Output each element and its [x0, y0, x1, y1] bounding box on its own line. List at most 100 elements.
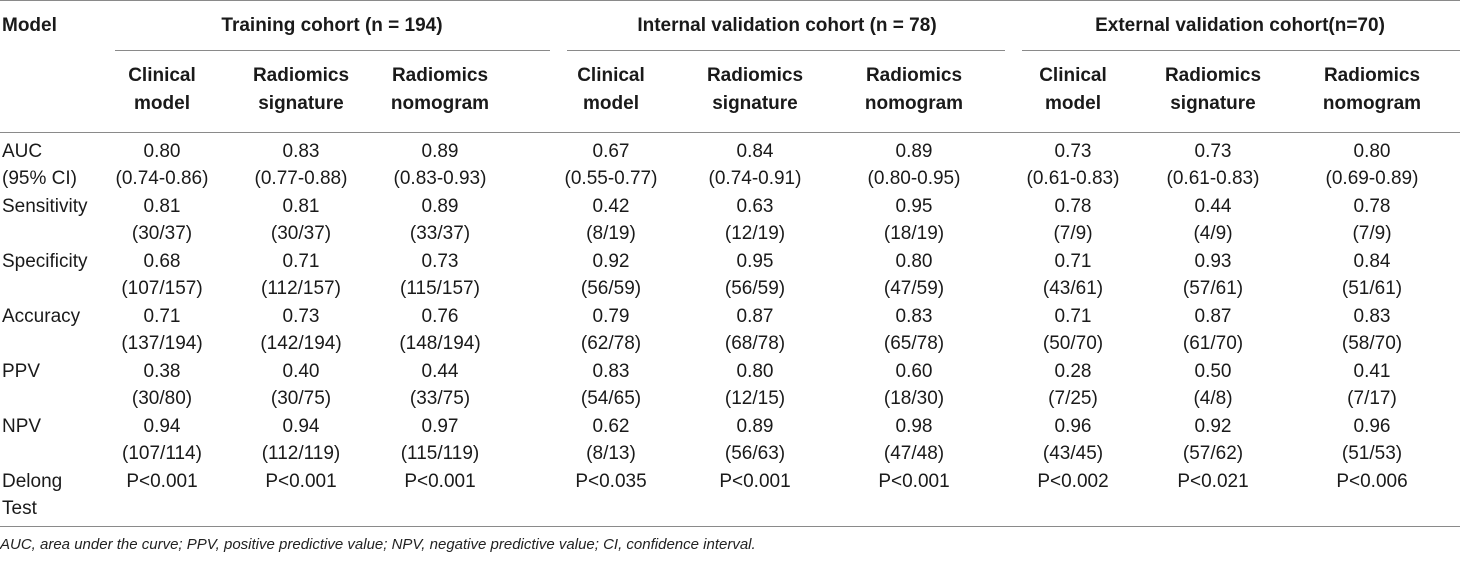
table-cell-value: P<0.001 [404, 471, 476, 492]
table-cell-detail: (137/194) [121, 333, 203, 354]
table-cell-value: 0.80 [736, 361, 774, 382]
table-cell-value: 0.42 [592, 196, 630, 217]
row-label-sub: Test [2, 498, 37, 519]
table-cell-detail: (50/70) [1042, 333, 1104, 354]
subcolumn-header-line2: model [134, 93, 190, 114]
subcolumn-header-line1: Radiomics [1323, 65, 1421, 86]
table-cell-detail: (0.83-0.93) [393, 168, 487, 189]
subcolumn-header-line2: signature [712, 93, 798, 114]
table-cell-value: 0.96 [1054, 416, 1092, 437]
table-cell-detail: (7/17) [1347, 388, 1397, 409]
row-label: Delong [2, 471, 63, 492]
table-cell-detail: (51/53) [1341, 443, 1403, 464]
table-cell-detail: (51/61) [1341, 278, 1403, 299]
table-cell-value: 0.95 [736, 251, 774, 272]
table-cell-detail: (33/37) [409, 223, 471, 244]
table-cell-detail: (115/119) [400, 443, 480, 464]
table-cell-value: 0.98 [895, 416, 933, 437]
table-cell-value: 0.73 [1054, 141, 1092, 162]
table-cell-value: 0.87 [1194, 306, 1232, 327]
table-cell-value: 0.83 [1353, 306, 1391, 327]
cohort-group-title: External validation cohort(n=70) [1095, 15, 1385, 36]
table-cell-detail: (57/61) [1182, 278, 1244, 299]
table-cell-detail: (47/48) [883, 443, 945, 464]
table-cell-value: 0.71 [1054, 251, 1092, 272]
table-cell-detail: (8/19) [586, 223, 636, 244]
table-cell-value: 0.62 [592, 416, 630, 437]
table-cell-value: P<0.002 [1037, 471, 1109, 492]
row-label: Accuracy [2, 306, 81, 327]
table-bottom-rule [0, 526, 1460, 527]
group-underline [567, 50, 1005, 51]
table-cell-value: 0.78 [1353, 196, 1391, 217]
table-cell-detail: (47/59) [883, 278, 945, 299]
table-cell-value: P<0.001 [878, 471, 950, 492]
table-cell-value: 0.71 [282, 251, 320, 272]
table-cell-detail: (12/19) [724, 223, 786, 244]
table-cell-value: P<0.035 [575, 471, 647, 492]
table-cell-value: P<0.006 [1336, 471, 1408, 492]
table-cell-value: 0.60 [895, 361, 933, 382]
table-cell-value: 0.73 [1194, 141, 1232, 162]
row-label: Sensitivity [2, 196, 88, 217]
table-cell-value: 0.92 [1194, 416, 1232, 437]
table-cell-value: P<0.001 [126, 471, 198, 492]
subcolumn-header-line1: Radiomics [706, 65, 804, 86]
table-cell-value: 0.40 [282, 361, 320, 382]
table-cell-value: 0.89 [895, 141, 933, 162]
table-cell-detail: (0.77-0.88) [254, 168, 348, 189]
table-cell-value: P<0.021 [1177, 471, 1249, 492]
table-cell-detail: (18/19) [883, 223, 945, 244]
subcolumn-header-line1: Radiomics [252, 65, 350, 86]
table-cell-detail: (0.61-0.83) [1166, 168, 1260, 189]
table-cell-detail: (56/59) [580, 278, 642, 299]
table-cell-value: 0.81 [282, 196, 320, 217]
table-cell-detail: (61/70) [1182, 333, 1244, 354]
table-cell-detail: (68/78) [724, 333, 786, 354]
table-top-rule [0, 0, 1460, 1]
table-cell-value: 0.81 [143, 196, 181, 217]
table-cell-value: 0.94 [143, 416, 181, 437]
table-cell-detail: (7/9) [1053, 223, 1093, 244]
table-cell-detail: (112/119) [261, 443, 341, 464]
subcolumn-header-line2: signature [1170, 93, 1256, 114]
table-cell-detail: (148/194) [399, 333, 481, 354]
table-cell-detail: (0.74-0.86) [115, 168, 209, 189]
table-cell-value: 0.67 [592, 141, 630, 162]
table-cell-value: 0.92 [592, 251, 630, 272]
model-header: Model [2, 15, 57, 36]
table-cell-detail: (33/75) [409, 388, 471, 409]
subcolumn-header-line1: Clinical [577, 65, 645, 86]
table-cell-value: 0.89 [736, 416, 774, 437]
subcolumn-header-line1: Radiomics [391, 65, 489, 86]
table-cell-detail: (7/9) [1352, 223, 1392, 244]
table-cell-value: P<0.001 [719, 471, 791, 492]
row-label: NPV [2, 416, 42, 437]
table-cell-value: 0.76 [421, 306, 459, 327]
table-cell-detail: (4/8) [1193, 388, 1233, 409]
table-cell-value: 0.28 [1054, 361, 1092, 382]
table-cell-detail: (18/30) [883, 388, 945, 409]
table-cell-detail: (54/65) [580, 388, 642, 409]
table-cell-detail: (12/15) [724, 388, 786, 409]
subcolumn-header-line2: nomogram [864, 93, 964, 114]
table-cell-detail: (30/37) [270, 223, 332, 244]
subcolumn-header-line1: Radiomics [1164, 65, 1262, 86]
subcolumn-header-line2: nomogram [390, 93, 490, 114]
subcolumn-header-line1: Clinical [128, 65, 196, 86]
table-cell-detail: (30/80) [131, 388, 193, 409]
table-cell-detail: (0.55-0.77) [564, 168, 658, 189]
table-cell-detail: (0.69-0.89) [1325, 168, 1419, 189]
table-cell-detail: (142/194) [260, 333, 342, 354]
table-cell-value: 0.93 [1194, 251, 1232, 272]
group-underline [115, 50, 550, 51]
cohort-group-title: Training cohort (n = 194) [221, 15, 443, 36]
table-cell-value: 0.87 [736, 306, 774, 327]
table-cell-value: 0.83 [895, 306, 933, 327]
subcolumn-header-line1: Radiomics [865, 65, 963, 86]
table-cell-detail: (0.74-0.91) [708, 168, 802, 189]
table-cell-value: 0.41 [1353, 361, 1391, 382]
table-cell-value: 0.83 [282, 141, 320, 162]
table-cell-value: 0.78 [1054, 196, 1092, 217]
table-cell-detail: (112/157) [261, 278, 341, 299]
